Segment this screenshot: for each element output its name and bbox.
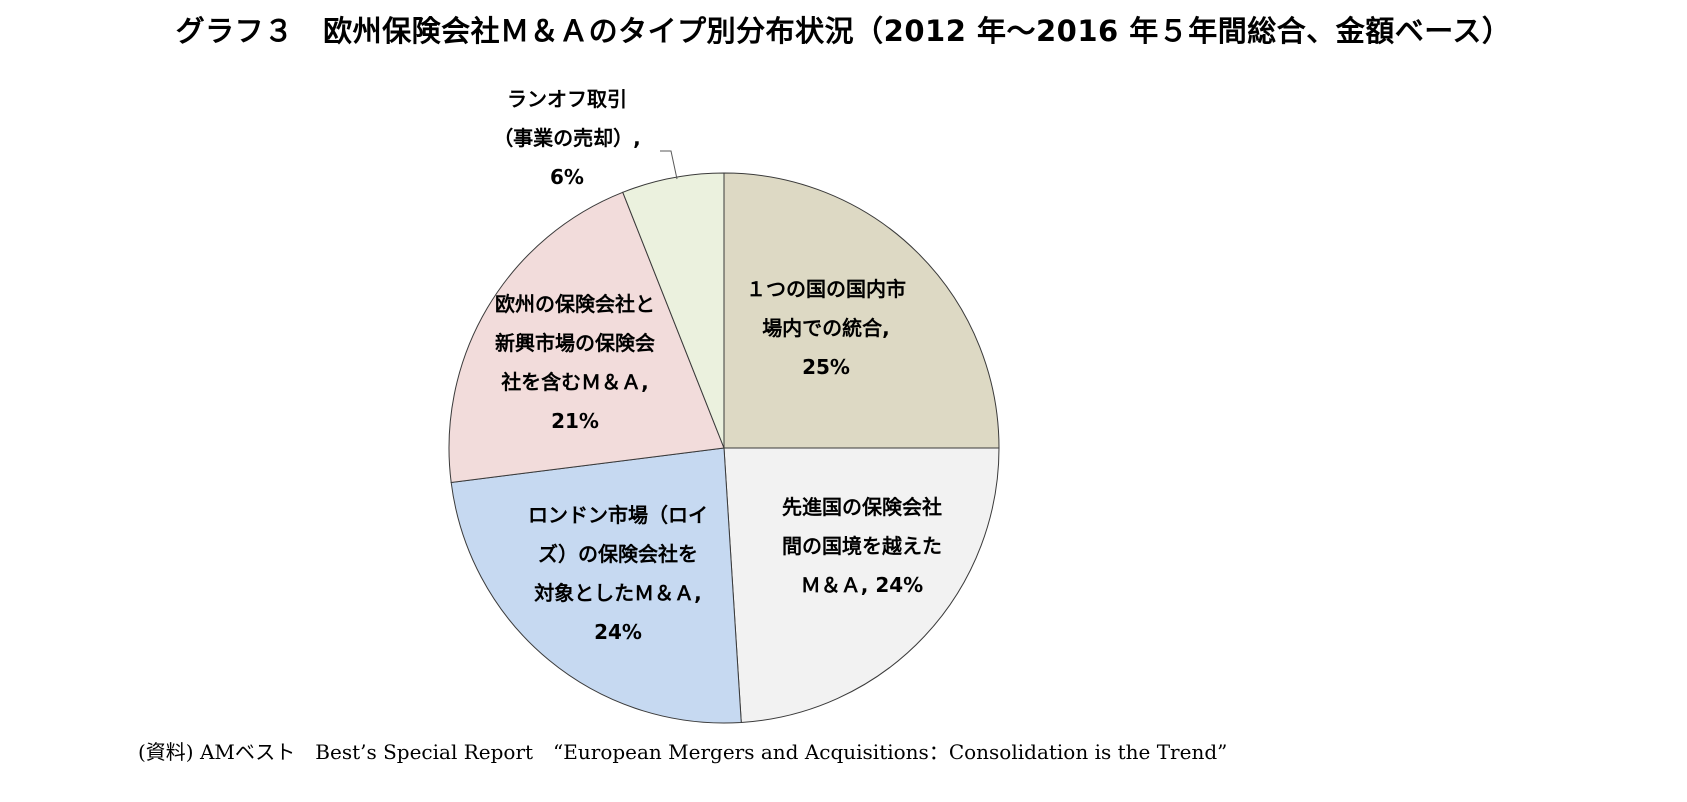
slice-label-line: ランオフ取引: [507, 87, 627, 111]
slice-label-line: ロンドン市場（ロイ: [528, 503, 708, 527]
slice-label: ロンドン市場（ロイズ）の保険会社を対象としたＭ＆Ａ, 24%: [528, 503, 708, 644]
slice-label-line: 間の国境を越えた: [782, 534, 942, 558]
slice-label-line: 25%: [802, 355, 850, 379]
slice-label: 欧州の保険会社と新興市場の保険会社を含むＭ＆Ａ, 21%: [495, 292, 655, 433]
slice-london-market: [450, 447, 742, 724]
run-off-leader-line: [660, 150, 678, 180]
slice-label-line: ズ）の保険会社を: [538, 542, 698, 566]
slice-run-off: [622, 172, 725, 449]
slice-label-line: 先進国の保険会社: [782, 495, 942, 519]
slice-label-line: Ｍ＆Ａ, 24%: [801, 573, 923, 597]
slice-label-line: （事業の売却）,: [493, 126, 641, 150]
slice-label: １つの国の国内市場内での統合, 25%: [746, 277, 906, 379]
slice-label-line: 24%: [594, 620, 642, 644]
slice-label: ランオフ取引 （事業の売却）, 6%: [493, 87, 641, 189]
chart-title: グラフ３ 欧州保険会社Ｍ＆Ａのタイプ別分布状況（2012 年～2016 年５年間…: [175, 14, 1512, 48]
slice-domestic-consolidation: [723, 172, 1000, 449]
slice-label-line: 対象としたＭ＆Ａ,: [533, 581, 702, 605]
slice-label-line: 場内での統合,: [762, 316, 890, 340]
slice-label-line: １つの国の国内市: [746, 277, 906, 301]
slice-label-line: 6%: [550, 165, 584, 189]
slice-label-line: 社を含むＭ＆Ａ,: [500, 370, 649, 394]
source-note: (資料) AMベスト Best’s Special Report “Europe…: [138, 740, 1228, 764]
slice-label-line: 欧州の保険会社と: [495, 292, 655, 316]
slice-emerging-market: [448, 191, 725, 484]
slice-cross-border-developed: [723, 447, 1000, 723]
slice-label-line: 新興市場の保険会: [495, 331, 655, 355]
slice-label-line: 21%: [551, 409, 599, 433]
slice-label: 先進国の保険会社間の国境を越えた Ｍ＆Ａ, 24%: [782, 495, 942, 597]
